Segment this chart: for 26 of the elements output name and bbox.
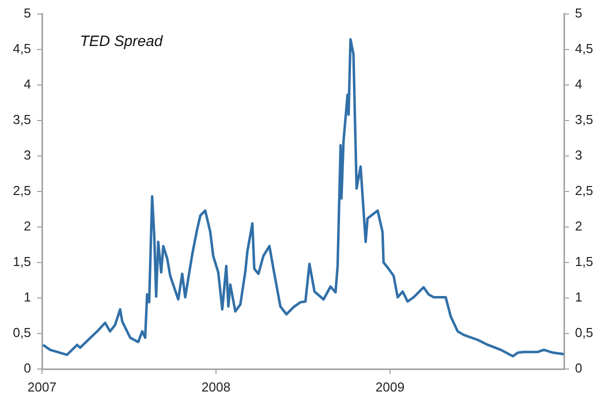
y2-tick-label: 4	[575, 76, 582, 92]
y2-tick-label: 3	[575, 147, 582, 162]
y2-tick-label: 5	[575, 5, 582, 20]
y-tick-label: 5	[24, 5, 31, 20]
y2-tick-label: 0	[575, 360, 582, 376]
y2-tick-label: 0,5	[575, 325, 594, 340]
y2-tick-label: 4,5	[575, 40, 594, 56]
y2-tick-label: 3,5	[575, 112, 594, 127]
y-tick-label: 0	[24, 360, 31, 376]
y-tick-label: 2,5	[12, 182, 31, 198]
y-tick-label: 1,5	[12, 254, 31, 270]
y-tick-label: 1	[24, 290, 31, 305]
y-tick-label: 3,5	[12, 112, 31, 127]
x-tick-label: 2008	[202, 379, 230, 394]
y2-tick-label: 2,5	[575, 182, 594, 198]
y-tick-label: 4	[24, 76, 31, 92]
x-tick-label: 2009	[376, 379, 404, 394]
y-tick-label: 3	[24, 147, 31, 162]
text: TED Spread	[80, 32, 164, 50]
y-tick-label: 0,5	[12, 325, 31, 340]
y2-tick-label: 2	[575, 218, 582, 234]
y-tick-label: 4,5	[12, 40, 31, 56]
x-tick-label: 2007	[28, 379, 56, 394]
y-tick-label: 2	[24, 218, 31, 234]
y2-tick-label: 1,5	[575, 254, 594, 270]
y2-tick-label: 1	[575, 290, 582, 305]
